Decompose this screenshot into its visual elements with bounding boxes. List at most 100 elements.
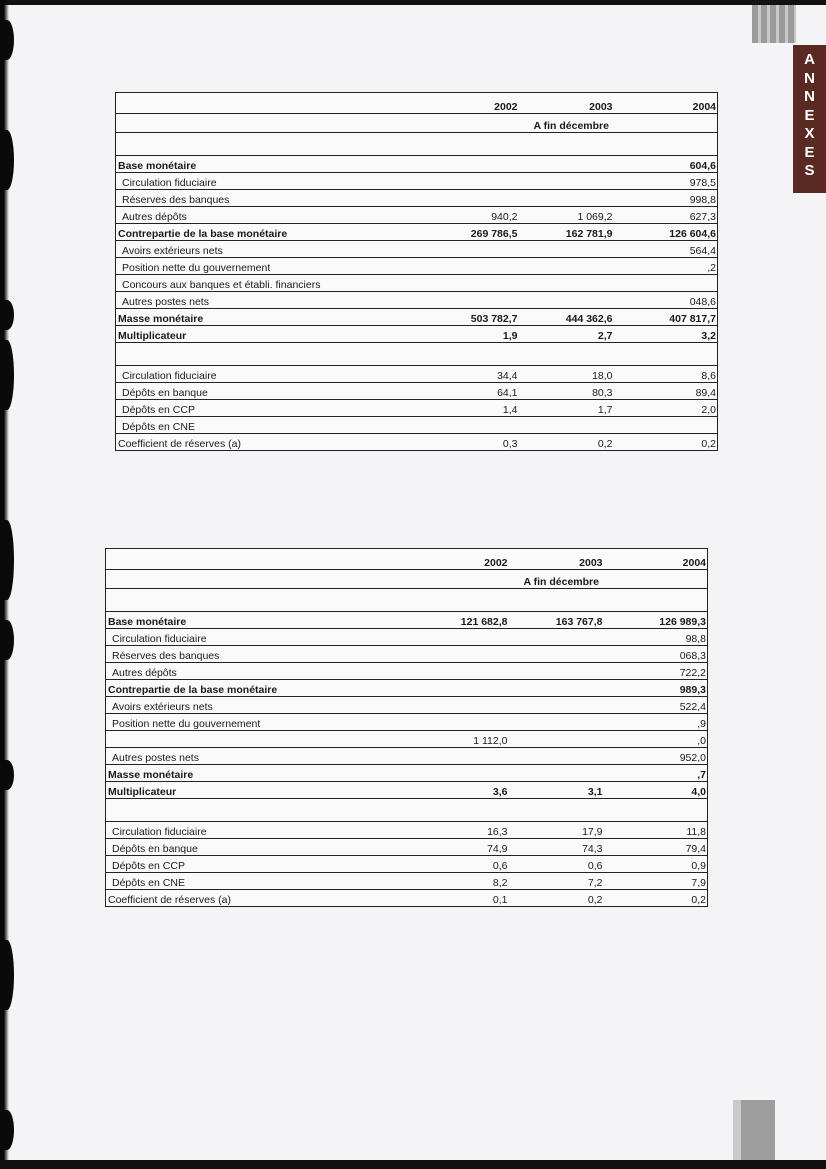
cell-value-2004: 722,2: [610, 662, 708, 680]
cell-value-2002: [430, 274, 526, 292]
cell-value-2003: 18,0: [525, 365, 621, 383]
row-label: Position nette du gouvernement: [115, 257, 431, 275]
table-row: Dépôts en CCP 1,4 1,7 2,0: [115, 399, 718, 417]
row-label: Circulation fiduciaire: [105, 821, 421, 839]
row-label: Dépôts en CNE: [105, 872, 421, 890]
cell-value-2004: 7,9: [610, 872, 708, 890]
row-label: Dépôts en banque: [105, 838, 421, 856]
row-label: Position nette du gouvernement: [105, 713, 421, 731]
tab-letter: X: [804, 125, 815, 142]
cell-value-2002: [430, 240, 526, 258]
decorative-bars: [752, 5, 796, 43]
cell-value-2002: [420, 662, 516, 680]
cell-value-2003: [525, 172, 621, 190]
cell-value-2002: 940,2: [430, 206, 526, 224]
row-label: Autres dépôts: [115, 206, 431, 224]
tab-letter: S: [804, 162, 815, 179]
cell-value-2002: [420, 747, 516, 765]
cell-value-2003: [525, 155, 621, 173]
row-label: Autres dépôts: [105, 662, 421, 680]
cell-value-2003: [525, 240, 621, 258]
row-label: [115, 342, 431, 366]
cell-value-2004: 564,4: [620, 240, 718, 258]
cell-value-2003: [515, 679, 611, 697]
cell-value-2003: 3,1: [515, 781, 611, 799]
table-row: Position nette du gouvernement ,9: [105, 713, 708, 731]
table-row: Concours aux banques et établi. financie…: [115, 274, 718, 292]
cell-value-2002: [430, 132, 526, 156]
cell-value-2002: 0,1: [420, 889, 516, 907]
cell-value-2002: 34,4: [430, 365, 526, 383]
cell-value-2002: 1 112,0: [420, 730, 516, 748]
cell-value-2002: [430, 155, 526, 173]
year-header: 2002: [430, 92, 526, 114]
table-row: Réserves des banques 998,8: [115, 189, 718, 207]
table-row: [115, 132, 718, 156]
cell-value-2004: [620, 342, 718, 366]
cell-value-2002: 503 782,7: [430, 308, 526, 326]
cell-value-2003: [515, 764, 611, 782]
tab-letter: N: [804, 88, 815, 105]
subheader-row: A fin décembre: [115, 113, 718, 133]
cell-value-2004: [620, 274, 718, 292]
table-row: Autres dépôts 940,2 1 069,2 627,3: [115, 206, 718, 224]
row-label: [105, 730, 421, 748]
cell-value-2003: 1,7: [525, 399, 621, 417]
cell-value-2004: 3,2: [620, 325, 718, 343]
table-row: Autres dépôts 722,2: [105, 662, 708, 680]
cell-value-2003: [515, 713, 611, 731]
cell-value-2004: [620, 416, 718, 434]
row-label: Réserves des banques: [105, 645, 421, 663]
cell-value-2003: [525, 291, 621, 309]
cell-value-2004: ,9: [610, 713, 708, 731]
row-label: Circulation fiduciaire: [115, 172, 431, 190]
cell-value-2003: 74,3: [515, 838, 611, 856]
year-header: 2004: [610, 548, 708, 570]
cell-value-2004: 604,6: [620, 155, 718, 173]
year-header-row: 2002 2003 2004: [115, 92, 718, 114]
table-row: Coefficient de réserves (a) 0,3 0,2 0,2: [115, 433, 718, 451]
subheader-blank: [420, 569, 516, 589]
cell-value-2004: [620, 132, 718, 156]
year-header: 2003: [525, 92, 621, 114]
cell-value-2003: 444 362,6: [525, 308, 621, 326]
annexes-side-tab: A N N E X E S: [793, 45, 826, 193]
cell-value-2002: 8,2: [420, 872, 516, 890]
cell-value-2002: [420, 628, 516, 646]
cell-value-2003: [515, 645, 611, 663]
table-row: Avoirs extérieurs nets 522,4: [105, 696, 708, 714]
table-row: Autres postes nets 952,0: [105, 747, 708, 765]
scan-bottom-edge: [0, 1160, 826, 1169]
table-row: Base monétaire 604,6: [115, 155, 718, 173]
cell-value-2002: 0,3: [430, 433, 526, 451]
cell-value-2003: 162 781,9: [525, 223, 621, 241]
tab-letter: E: [804, 106, 815, 124]
header-blank: [105, 548, 421, 570]
scan-left-edge: [0, 0, 14, 1169]
cell-value-2004: 2,0: [620, 399, 718, 417]
table-row: Circulation fiduciaire 98,8: [105, 628, 708, 646]
row-label: Circulation fiduciaire: [115, 365, 431, 383]
cell-value-2003: 7,2: [515, 872, 611, 890]
cell-value-2003: 2,7: [525, 325, 621, 343]
cell-value-2004: 068,3: [610, 645, 708, 663]
cell-value-2003: 80,3: [525, 382, 621, 400]
row-label: Avoirs extérieurs nets: [115, 240, 431, 258]
year-header: 2003: [515, 548, 611, 570]
cell-value-2002: 1,4: [430, 399, 526, 417]
row-label: Contrepartie de la base monétaire: [115, 223, 431, 241]
row-label: Autres postes nets: [115, 291, 431, 309]
table-row: Contrepartie de la base monétaire 269 786…: [115, 223, 718, 241]
cell-value-2003: [525, 132, 621, 156]
row-label: Masse monétaire: [105, 764, 421, 782]
cell-value-2003: [515, 628, 611, 646]
cell-value-2002: [420, 588, 516, 612]
cell-value-2003: [515, 662, 611, 680]
year-header-row: 2002 2003 2004: [105, 548, 708, 570]
row-label: Base monétaire: [115, 155, 431, 173]
table-row: Multiplicateur 3,6 3,1 4,0: [105, 781, 708, 799]
table-row: Masse monétaire ,7: [105, 764, 708, 782]
table-row: Dépôts en banque 64,1 80,3 89,4: [115, 382, 718, 400]
subheader-blank: [115, 113, 431, 133]
cell-value-2004: 0,2: [620, 433, 718, 451]
